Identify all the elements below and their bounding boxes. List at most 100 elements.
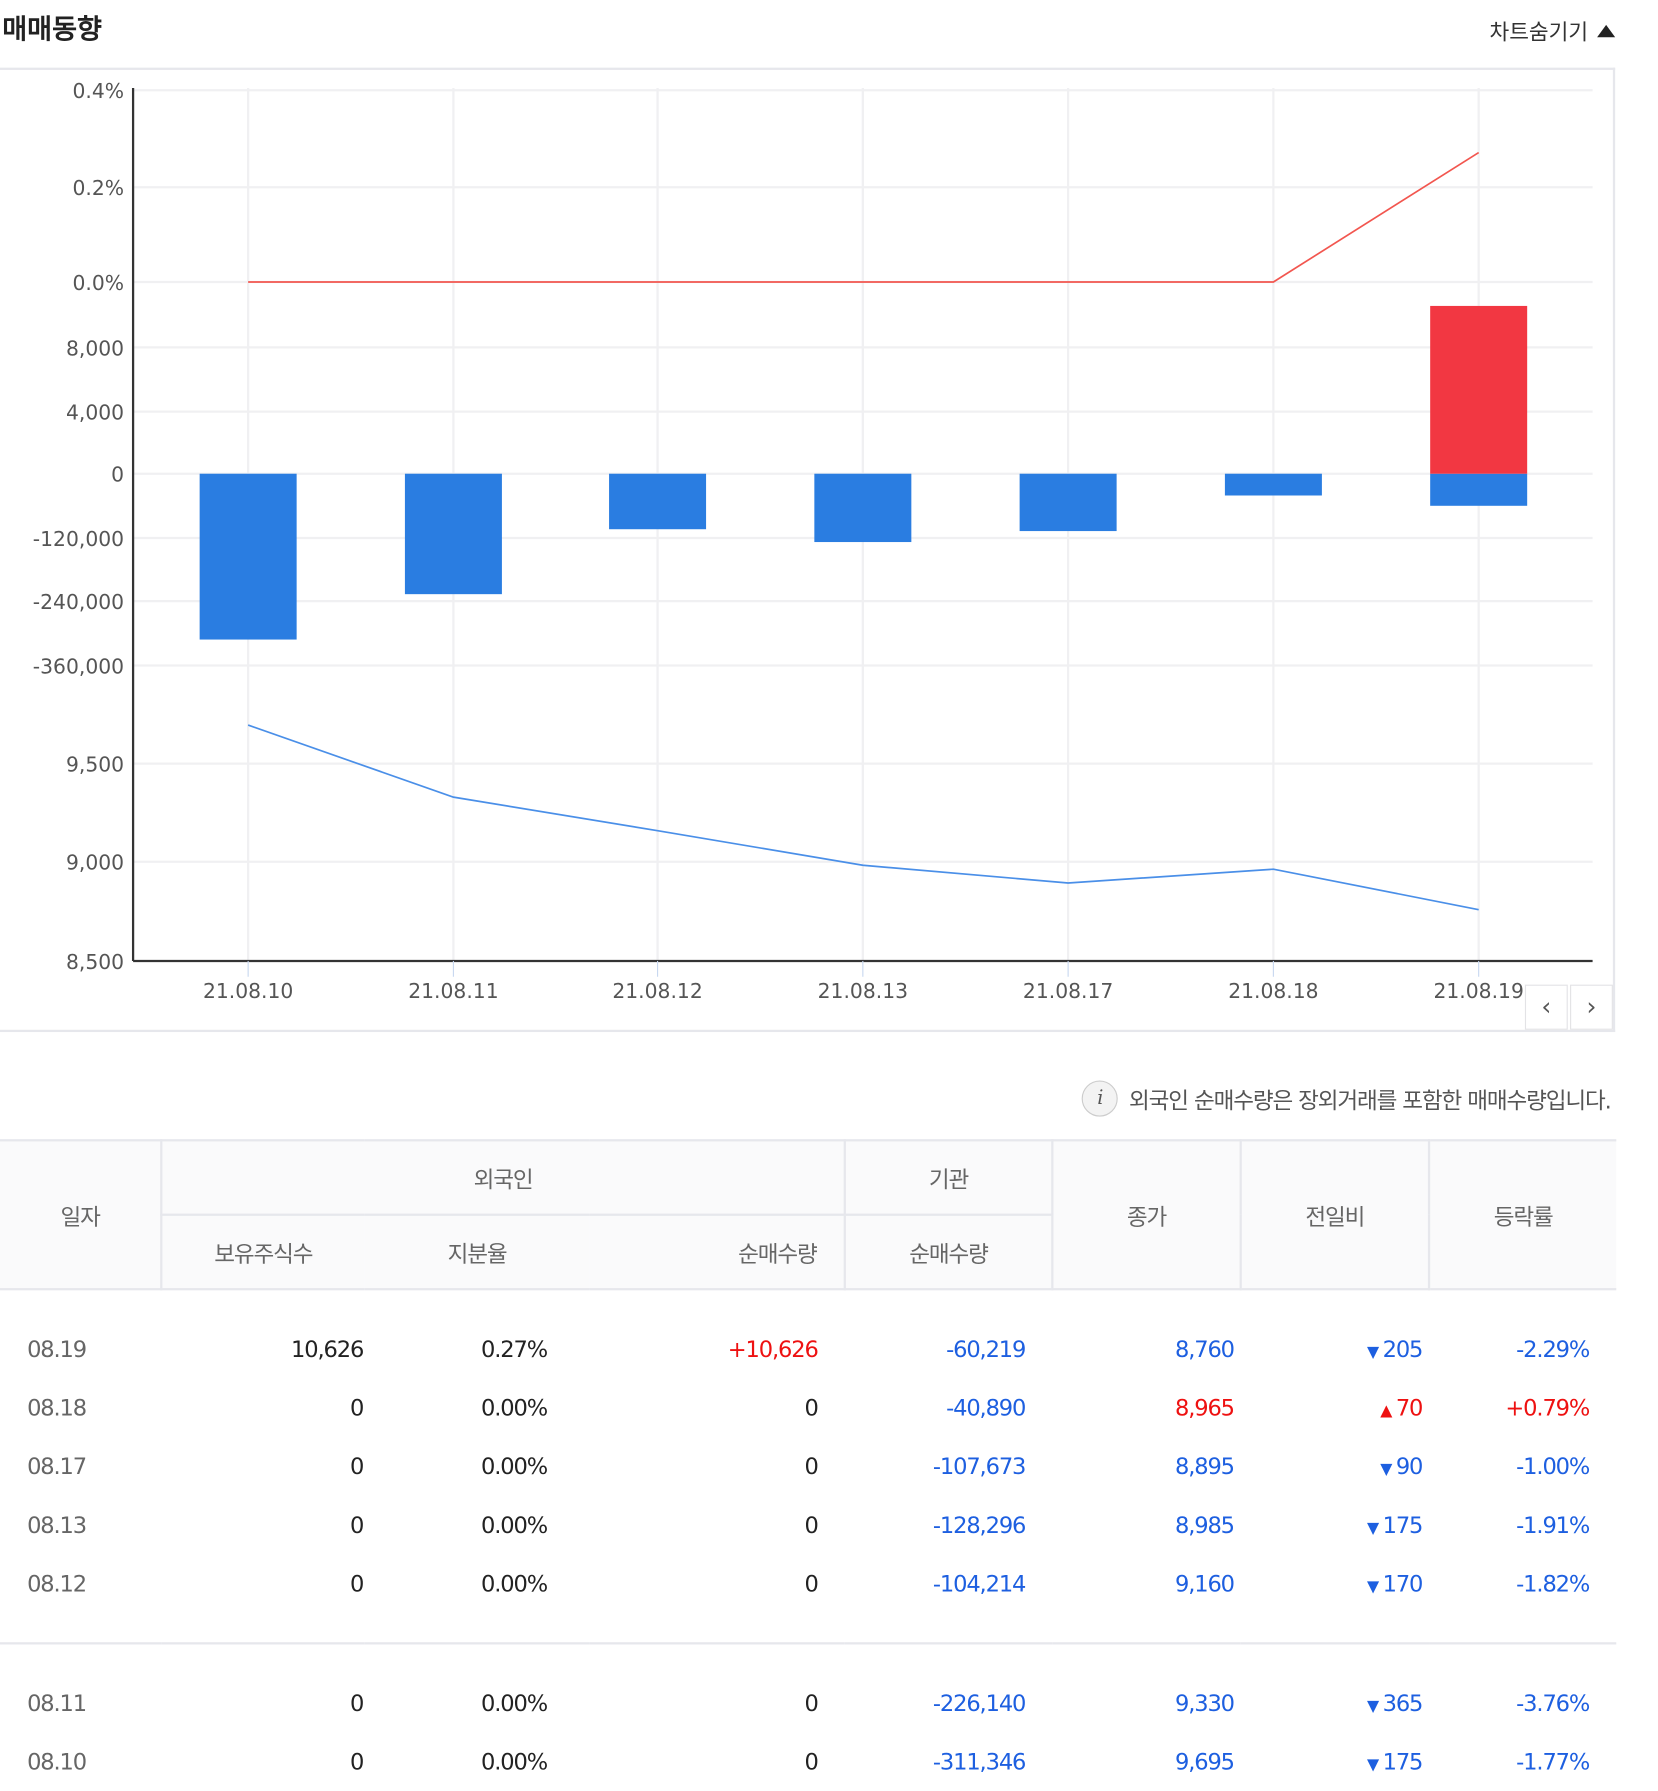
cell-foreign-net: 0 — [804, 1748, 818, 1776]
table-row: 08.18 0 0.00% 0 -40,890 8,965 ▲ 70 +0.79% — [0, 1378, 1616, 1437]
cell-date: 08.12 — [27, 1570, 87, 1598]
y-tick-label: 9,500 — [66, 752, 124, 776]
cell-change: 90 — [1395, 1452, 1424, 1480]
chart-next-button[interactable]: › — [1570, 984, 1613, 1030]
chevron-left-icon: ‹ — [1541, 993, 1552, 1022]
trading-trend-chart: 0.4% 0.2% 0.0% 8,000 4,000 0 -120,000 -240,000 -… — [33, 79, 1593, 1003]
cell-foreign-net: 0 — [804, 1570, 818, 1598]
table-row: 08.10 0 0.00% 0 -311,346 9,695 ▼ 175 -1.77% — [0, 1732, 1616, 1791]
triangle-up-icon: ▲ — [1380, 1401, 1392, 1421]
cell-foreign-net: +10,626 — [727, 1335, 819, 1363]
header-inst-net: 순매수량 — [843, 1213, 1054, 1291]
cell-change: 205 — [1382, 1335, 1424, 1363]
table-row: 08.17 0 0.00% 0 -107,673 8,895 ▼ 90 -1.00% — [0, 1437, 1616, 1496]
cell-change: 170 — [1382, 1570, 1424, 1598]
y-tick-label: -240,000 — [33, 590, 124, 614]
ownership-line — [248, 151, 1480, 283]
institution-bar — [199, 473, 297, 640]
cell-holdings: 0 — [349, 1511, 364, 1539]
x-tick-label: 21.08.12 — [612, 979, 702, 1003]
cell-ratio: 0.00% — [480, 1748, 548, 1776]
cell-date: 08.19 — [27, 1335, 87, 1363]
cell-inst-net: -128,296 — [932, 1511, 1027, 1539]
x-tick-label: 21.08.18 — [1228, 979, 1318, 1003]
header-foreign-net: 순매수량 — [589, 1213, 846, 1291]
cell-ratio: 0.00% — [480, 1511, 548, 1539]
cell-date: 08.10 — [27, 1748, 87, 1776]
table-row: 08.12 0 0.00% 0 -104,214 9,160 ▼ 170 -1.82% — [0, 1554, 1616, 1613]
cell-rate: -3.76% — [1516, 1689, 1590, 1717]
triangle-down-icon: ▼ — [1380, 1460, 1392, 1479]
institution-bar — [814, 473, 912, 543]
institution-bar — [1224, 473, 1322, 496]
cell-holdings: 0 — [349, 1689, 364, 1717]
cell-date: 08.11 — [27, 1689, 87, 1717]
cell-ratio: 0.00% — [480, 1452, 548, 1480]
cell-foreign-net: 0 — [804, 1689, 818, 1717]
institution-bar — [1430, 473, 1528, 506]
cell-ratio: 0.00% — [480, 1570, 548, 1598]
cell-change: 175 — [1382, 1511, 1424, 1539]
y-tick-label: 0.2% — [72, 176, 124, 200]
cell-inst-net: -107,673 — [932, 1452, 1027, 1480]
header-close: 종가 — [1051, 1139, 1242, 1291]
x-tick-label: 21.08.11 — [408, 979, 498, 1003]
cell-rate: -1.91% — [1516, 1511, 1590, 1539]
x-tick-label: 21.08.13 — [818, 979, 908, 1003]
cell-inst-net: -104,214 — [932, 1570, 1027, 1598]
cell-ratio: 0.27% — [480, 1335, 548, 1363]
y-tick-label: -360,000 — [33, 654, 124, 678]
y-tick-label: 8,000 — [66, 336, 124, 360]
institution-bar — [1019, 473, 1117, 532]
cell-holdings: 0 — [349, 1452, 364, 1480]
cell-close: 8,760 — [1174, 1335, 1235, 1363]
cell-date: 08.17 — [27, 1452, 87, 1480]
header-ratio: 지분율 — [364, 1213, 590, 1291]
cell-foreign-net: 0 — [804, 1452, 818, 1480]
header-institution: 기관 — [843, 1139, 1054, 1216]
header-foreign: 외국인 — [160, 1139, 846, 1216]
cell-holdings: 10,626 — [291, 1335, 364, 1363]
info-note-text: 외국인 순매수량은 장외거래를 포함한 매매수량입니다. — [1129, 1086, 1612, 1114]
cell-date: 08.18 — [27, 1394, 87, 1422]
chart-prev-button[interactable]: ‹ — [1524, 984, 1568, 1030]
cell-foreign-net: 0 — [804, 1394, 818, 1422]
cell-ratio: 0.00% — [480, 1394, 548, 1422]
header-rate: 등락률 — [1427, 1139, 1617, 1291]
triangle-up-icon — [1597, 24, 1616, 38]
table-row: 08.19 10,626 0.27% +10,626 -60,219 8,760 ▼ 205 -… — [0, 1320, 1616, 1379]
cell-holdings: 0 — [349, 1748, 364, 1776]
cell-change: 365 — [1382, 1689, 1424, 1717]
hide-chart-toggle[interactable]: 차트숨기기 — [1489, 16, 1616, 46]
cell-close: 8,965 — [1174, 1394, 1235, 1422]
x-tick-label: 21.08.10 — [203, 979, 293, 1003]
triangle-down-icon: ▼ — [1367, 1343, 1379, 1362]
foreign-bar — [1430, 305, 1528, 474]
info-icon: i — [1081, 1080, 1118, 1117]
cell-ratio: 0.00% — [480, 1689, 548, 1717]
cell-change: 70 — [1395, 1394, 1424, 1422]
y-tick-label: 9,000 — [66, 851, 124, 875]
chart-panel — [0, 67, 1616, 1033]
y-tick-label: 4,000 — [66, 401, 124, 425]
cell-foreign-net: 0 — [804, 1511, 818, 1539]
x-tick-label: 21.08.17 — [1023, 979, 1113, 1003]
cell-inst-net: -311,346 — [932, 1748, 1027, 1776]
cell-close: 9,160 — [1174, 1570, 1235, 1598]
info-note: i 외국인 순매수량은 장외거래를 포함한 매매수량입니다. — [1081, 1080, 1612, 1117]
header-date: 일자 — [0, 1139, 163, 1291]
cell-holdings: 0 — [349, 1394, 364, 1422]
cell-rate: -2.29% — [1516, 1335, 1590, 1363]
triangle-down-icon: ▼ — [1367, 1697, 1379, 1716]
chevron-right-icon: › — [1586, 993, 1597, 1022]
cell-close: 8,985 — [1174, 1511, 1235, 1539]
trading-table: 일자 외국인 기관 종가 전일비 등락률 보유주식수 지분율 순매수량 순매수량… — [0, 1139, 1617, 1791]
cell-rate: -1.00% — [1516, 1452, 1590, 1480]
cell-change: 175 — [1382, 1748, 1424, 1776]
y-tick-label: 0 — [111, 463, 124, 487]
table-row: 08.11 0 0.00% 0 -226,140 9,330 ▼ 365 -3.76% — [0, 1674, 1616, 1733]
cell-rate: +0.79% — [1505, 1394, 1590, 1422]
y-tick-label: 8,500 — [66, 950, 124, 974]
table-row: 08.13 0 0.00% 0 -128,296 8,985 ▼ 175 -1.91% — [0, 1496, 1616, 1555]
y-tick-label: 0.0% — [72, 271, 124, 295]
